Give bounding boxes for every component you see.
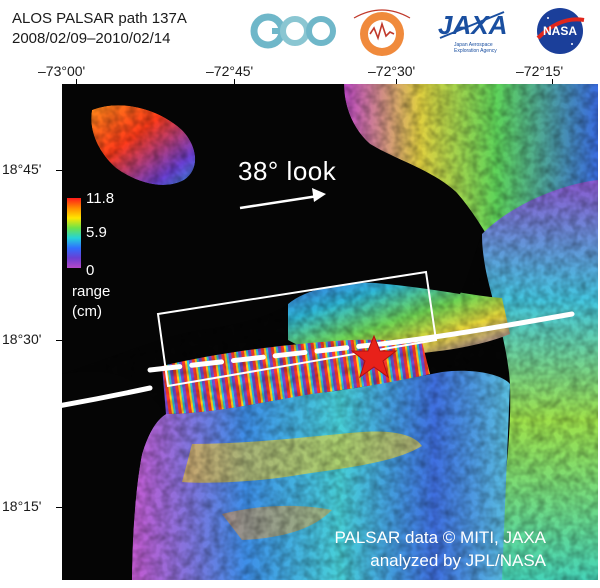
longitude-tick-2: –72°45' <box>206 63 254 79</box>
analysis-credit: analyzed by JPL/NASA <box>370 551 546 570</box>
colorbar-unit-line-2: (cm) <box>72 303 102 320</box>
data-credit: PALSAR data © MITI, JAXA <box>334 528 546 547</box>
header: ALOS PALSAR path 137A 2008/02/09–2010/02… <box>0 0 600 76</box>
svg-text:Exploration Agency: Exploration Agency <box>454 48 497 54</box>
fault-trace-east <box>359 311 575 349</box>
fault-trace-west <box>62 385 153 408</box>
colorbar <box>67 198 81 268</box>
epicenter-star <box>350 334 398 379</box>
geo-logo <box>250 13 336 49</box>
tick-mark <box>396 79 397 85</box>
longitude-tick-4: –72°15' <box>516 63 564 79</box>
gulf-water <box>62 84 482 374</box>
longitude-tick-1: –73°00' <box>38 63 86 79</box>
tick-mark <box>76 79 77 85</box>
tick-mark <box>56 340 62 341</box>
latitude-tick-2: 18°30' <box>2 331 42 347</box>
latitude-tick-1: 18°45' <box>2 161 42 177</box>
look-direction-label: 38° look <box>238 156 337 186</box>
latitude-tick-3: 18°15' <box>2 498 42 514</box>
svg-text:NASA: NASA <box>543 24 577 38</box>
fault-trace-dashed <box>147 343 365 373</box>
look-direction-arrow <box>239 188 326 210</box>
tick-mark <box>56 170 62 171</box>
jaxa-logo: JAXA Japan Aerospace Exploration Agency <box>438 10 507 54</box>
colorbar-unit-line-1: range <box>72 283 111 300</box>
colorbar-mid-label: 5.9 <box>86 224 107 241</box>
svg-text:Japan Aerospace: Japan Aerospace <box>454 42 493 48</box>
nasa-logo: NASA <box>536 8 585 54</box>
interferogram-map: 38° look 11.8 5.9 0 range (cm) PALSAR da… <box>62 84 598 580</box>
seismological-laboratory-logo <box>353 9 411 56</box>
colorbar-max-label: 11.8 <box>86 190 115 207</box>
interferogram-image <box>62 84 598 580</box>
tick-mark <box>234 79 235 85</box>
title-line-1: ALOS PALSAR path 137A <box>12 10 187 27</box>
tick-mark <box>552 79 553 85</box>
colorbar-min-label: 0 <box>86 262 95 279</box>
longitude-tick-3: –72°30' <box>368 63 416 79</box>
title-line-2: 2008/02/09–2010/02/14 <box>12 30 171 47</box>
study-area-box <box>156 270 438 388</box>
tick-mark <box>56 507 62 508</box>
